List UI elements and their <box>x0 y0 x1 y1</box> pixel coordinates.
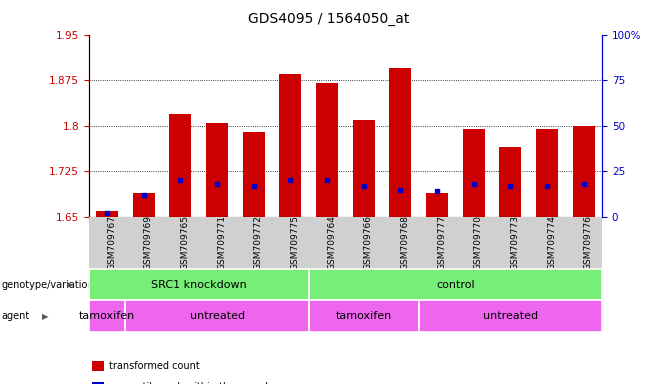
Bar <box>206 123 228 217</box>
Text: tamoxifen: tamoxifen <box>336 311 392 321</box>
Bar <box>463 129 485 217</box>
Text: untreated: untreated <box>483 311 538 321</box>
Bar <box>280 74 301 217</box>
Text: GDS4095 / 1564050_at: GDS4095 / 1564050_at <box>248 12 410 25</box>
Bar <box>316 83 338 217</box>
Text: ▶: ▶ <box>67 280 74 289</box>
Text: GSM709772: GSM709772 <box>254 215 263 270</box>
Bar <box>96 211 118 217</box>
Bar <box>353 120 375 217</box>
Bar <box>390 68 411 217</box>
Text: untreated: untreated <box>190 311 245 321</box>
Text: agent: agent <box>1 311 30 321</box>
Text: GSM709773: GSM709773 <box>511 215 519 270</box>
Text: GSM709777: GSM709777 <box>437 215 446 270</box>
Bar <box>536 129 558 217</box>
Bar <box>499 147 521 217</box>
Text: tamoxifen: tamoxifen <box>79 311 136 321</box>
Text: GSM709771: GSM709771 <box>217 215 226 270</box>
Text: ▶: ▶ <box>41 311 48 321</box>
Text: transformed count: transformed count <box>109 361 199 371</box>
Text: GSM709765: GSM709765 <box>180 215 190 270</box>
Text: GSM709769: GSM709769 <box>144 215 153 270</box>
Text: GSM709768: GSM709768 <box>401 215 409 270</box>
Bar <box>133 193 155 217</box>
Text: genotype/variation: genotype/variation <box>1 280 94 290</box>
Text: GSM709776: GSM709776 <box>584 215 593 270</box>
Bar <box>243 132 265 217</box>
Text: GSM709767: GSM709767 <box>107 215 116 270</box>
Bar <box>426 193 448 217</box>
Bar <box>170 114 191 217</box>
Text: GSM709775: GSM709775 <box>290 215 299 270</box>
Text: GSM709774: GSM709774 <box>547 215 556 270</box>
Text: GSM709766: GSM709766 <box>364 215 373 270</box>
Bar <box>572 126 595 217</box>
Text: control: control <box>436 280 474 290</box>
Text: GSM709770: GSM709770 <box>474 215 483 270</box>
Text: SRC1 knockdown: SRC1 knockdown <box>151 280 247 290</box>
Text: GSM709764: GSM709764 <box>327 215 336 270</box>
Text: percentile rank within the sample: percentile rank within the sample <box>109 382 274 384</box>
